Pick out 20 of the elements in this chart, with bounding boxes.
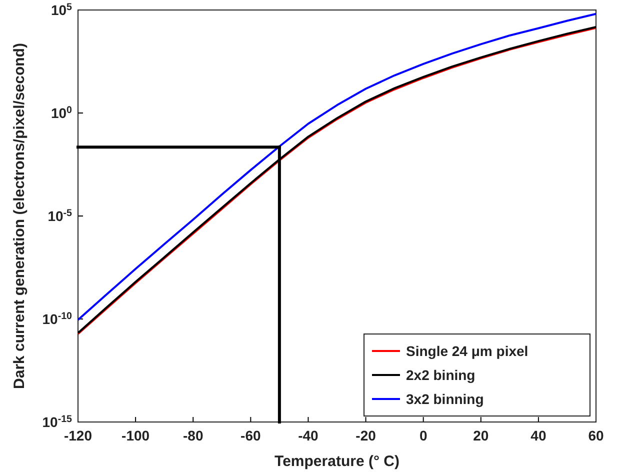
y-tick-label: 10$^{-15}$ xyxy=(42,413,73,430)
x-tick-label: -20 xyxy=(356,427,376,444)
y-tick-label: 10$^{0}$ xyxy=(50,104,73,121)
y-tick-label: 10$^{-5}$ xyxy=(48,207,73,224)
x-tick-label: -60 xyxy=(240,427,261,444)
x-tick-label: 20 xyxy=(473,427,489,444)
y-tick-label: 10$^{-10}$ xyxy=(42,310,73,327)
x-tick-label: -80 xyxy=(182,427,204,444)
x-tick-label: -100 xyxy=(122,427,150,444)
y-axis-title: Dark current generation (electrons/pixel/second) xyxy=(11,43,28,389)
legend-label: 2x2 bining xyxy=(406,366,476,383)
x-tick-label: 40 xyxy=(530,427,546,444)
x-tick-label: -40 xyxy=(298,427,319,444)
x-axis-title: Temperature (° C) xyxy=(274,453,400,470)
y-tick-label: 10$^{5}$ xyxy=(50,1,73,18)
x-tick-label: 0 xyxy=(419,427,428,444)
x-tick-label: 60 xyxy=(588,427,604,444)
x-tick-label: -120 xyxy=(64,427,92,444)
legend-label: Single 24 μm pixel xyxy=(406,342,528,359)
legend-label: 3x2 binning xyxy=(406,390,484,407)
